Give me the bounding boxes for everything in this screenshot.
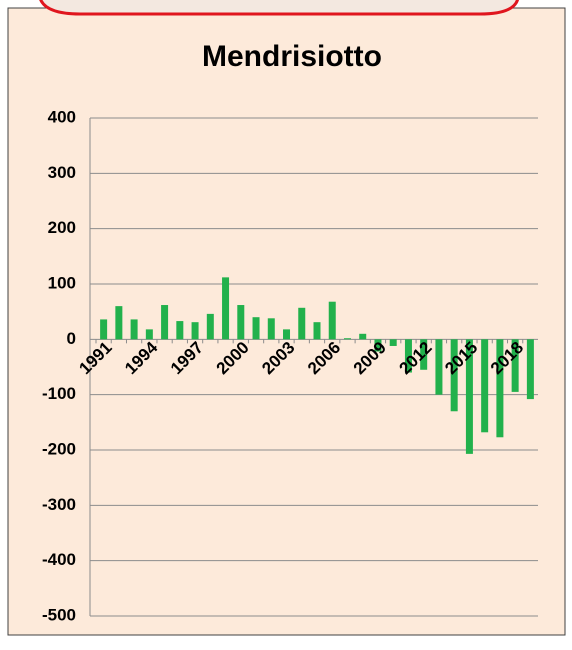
bar xyxy=(283,329,291,340)
bar xyxy=(420,339,428,370)
bar xyxy=(511,339,519,392)
y-tick-label: -200 xyxy=(42,439,76,458)
bar xyxy=(206,313,214,340)
bar xyxy=(526,339,534,400)
bar xyxy=(115,306,123,340)
bar xyxy=(389,339,397,346)
bar xyxy=(465,339,473,454)
y-tick-label: -500 xyxy=(42,605,76,624)
y-tick-label: 300 xyxy=(48,163,76,182)
chart-title: Mendrisiotto xyxy=(202,40,382,73)
y-tick-label: 100 xyxy=(48,273,76,292)
bar xyxy=(252,317,260,340)
bar xyxy=(359,333,367,340)
header-badge xyxy=(39,0,519,16)
bar xyxy=(343,338,351,340)
bar xyxy=(191,322,199,340)
bar xyxy=(298,307,306,340)
bar xyxy=(313,322,321,340)
bar xyxy=(404,339,412,373)
bar xyxy=(481,339,489,433)
bar xyxy=(267,318,275,340)
y-tick-label: 0 xyxy=(67,329,76,348)
y-tick-label: -400 xyxy=(42,550,76,569)
bar xyxy=(496,339,504,438)
y-tick-label: 200 xyxy=(48,218,76,237)
bar xyxy=(130,319,138,340)
bar xyxy=(100,319,108,340)
bar xyxy=(237,305,245,340)
bar xyxy=(222,277,230,340)
bar xyxy=(176,321,184,340)
bar xyxy=(450,339,458,412)
y-tick-label: -300 xyxy=(42,495,76,514)
bar xyxy=(435,339,443,395)
bar xyxy=(374,339,382,352)
y-tick-label: 400 xyxy=(48,107,76,126)
bar xyxy=(328,301,336,340)
bar xyxy=(161,305,169,340)
bar xyxy=(145,329,153,340)
chart-frame xyxy=(7,7,566,636)
y-tick-label: -100 xyxy=(42,384,76,403)
